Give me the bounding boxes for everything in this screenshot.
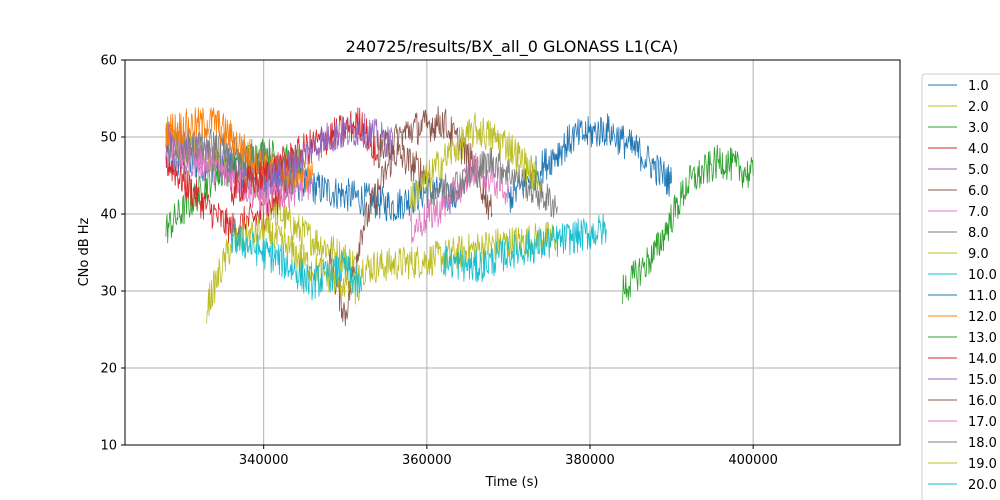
legend-label: 13.0 [968,331,997,346]
series-line-12.0 [165,107,313,192]
legend-label: 5.0 [968,163,989,178]
series-line-15.0 [263,113,395,198]
y-tick-label: 30 [100,285,117,300]
legend-label: 20.0 [968,478,997,493]
x-axis-ticks: 340000 360000 380000 400000 [239,445,778,468]
x-tick-label: 340000 [239,453,289,468]
legend-label: 12.0 [968,310,997,325]
series-line-13.0 [622,144,754,305]
legend-label: 11.0 [968,289,997,304]
legend-label: 14.0 [968,352,997,367]
legend-label: 9.0 [968,247,989,262]
legend-label: 18.0 [968,436,997,451]
y-axis-ticks: 10 20 30 40 50 60 [100,54,125,454]
series-lines [165,106,754,327]
chart-title: 240725/results/BX_all_0 GLONASS L1(CA) [346,37,679,57]
y-tick-label: 20 [100,362,117,377]
legend-label: 7.0 [968,205,989,220]
y-tick-label: 10 [100,439,117,454]
y-tick-label: 40 [100,208,117,223]
legend-label: 6.0 [968,184,989,199]
legend-label: 10.0 [968,268,997,283]
legend-label: 2.0 [968,100,989,115]
legend-label: 4.0 [968,142,989,157]
legend-label: 8.0 [968,226,989,241]
legend-label: 3.0 [968,121,989,136]
y-tick-label: 50 [100,131,117,146]
legend-label: 1.0 [968,79,989,94]
plot-frame [124,59,901,446]
x-tick-label: 360000 [402,453,452,468]
x-axis-label: Time (s) [485,475,539,490]
y-axis-label: CNo dB Hz [77,217,92,286]
legend: 1.0 2.0 3.0 4.0 5.0 6.0 7.0 8.0 9.0 10.0 11.0 12.0 1… [921,73,1000,500]
series-line-20.0 [442,214,607,283]
x-tick-label: 400000 [728,453,778,468]
series-line-6.0 [328,142,428,327]
series-line-4.0 [165,145,297,245]
legend-label: 16.0 [968,394,997,409]
x-tick-label: 380000 [565,453,615,468]
series-line-19.0 [410,112,542,212]
legend-label: 19.0 [968,457,997,472]
series-line-18.0 [426,147,558,219]
legend-box [921,73,1000,500]
y-tick-label: 60 [100,54,117,69]
legend-label: 17.0 [968,415,997,430]
legend-label: 15.0 [968,373,997,388]
series-line-10.0 [230,221,362,301]
